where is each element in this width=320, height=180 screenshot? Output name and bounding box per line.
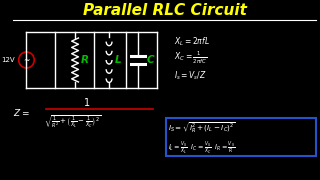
Text: ~: ~ (23, 57, 30, 66)
Text: L: L (115, 55, 121, 65)
Text: Parallel RLC Circuit: Parallel RLC Circuit (83, 3, 246, 17)
Text: R: R (81, 55, 89, 65)
Text: $X_L = 2\pi fL$: $X_L = 2\pi fL$ (174, 36, 210, 48)
Bar (166, 118, 316, 156)
Text: $I_s = V_s/Z$: $I_s = V_s/Z$ (174, 70, 207, 82)
Text: 1: 1 (84, 98, 90, 108)
Text: C: C (147, 55, 155, 65)
Text: 12V: 12V (1, 57, 15, 63)
Text: $\sqrt{\frac{1}{R^2}+\left(\frac{1}{X_L}-\frac{1}{X_C}\right)^2}$: $\sqrt{\frac{1}{R^2}+\left(\frac{1}{X_L}… (44, 114, 101, 130)
Text: $X_C = \frac{1}{2\pi fC}$: $X_C = \frac{1}{2\pi fC}$ (174, 50, 207, 66)
Text: $Z =$: $Z =$ (13, 107, 29, 118)
Text: $I_L=\frac{V_S}{X_L}\ \ I_C=\frac{V_S}{X_C}\ \ I_R=\frac{V_S}{R}$: $I_L=\frac{V_S}{X_L}\ \ I_C=\frac{V_S}{X… (168, 140, 236, 156)
Text: $I_S = \sqrt{I_R^2+(I_L-I_C)^2}$: $I_S = \sqrt{I_R^2+(I_L-I_C)^2}$ (168, 120, 236, 136)
